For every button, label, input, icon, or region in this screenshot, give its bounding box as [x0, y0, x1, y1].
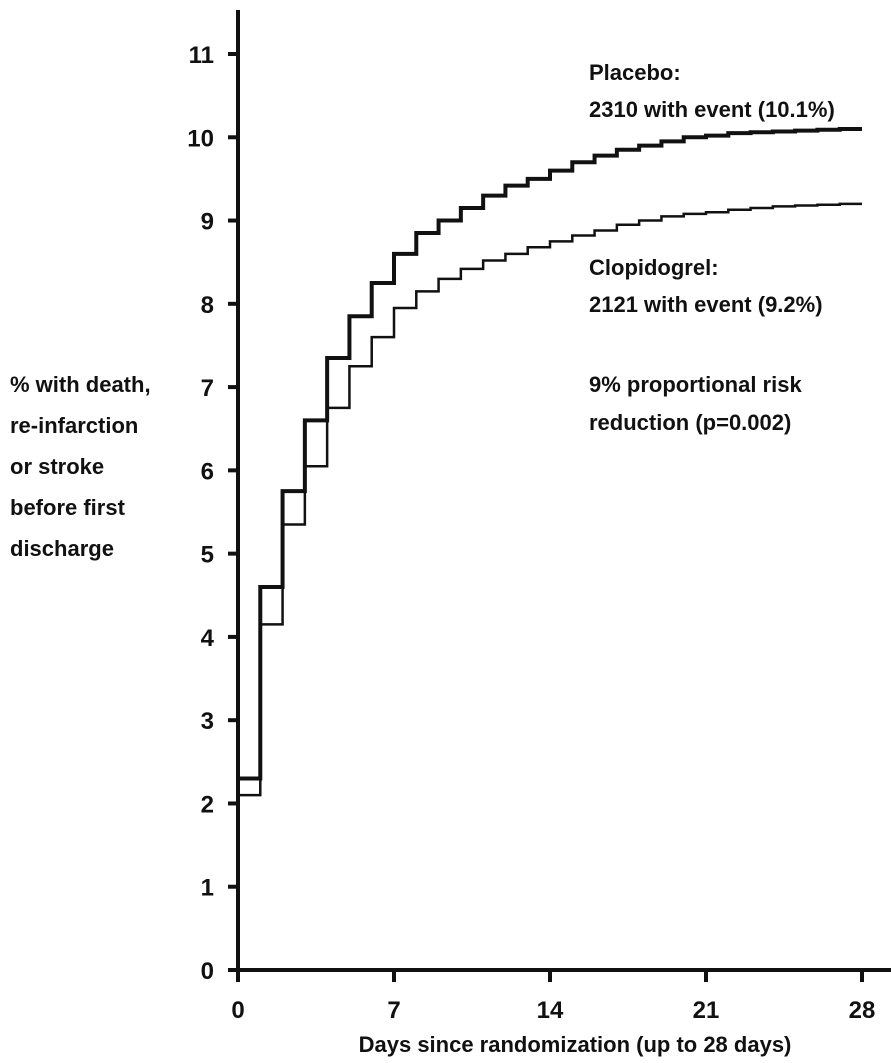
y-tick-label: 0	[201, 958, 214, 985]
y-tick-label: 3	[201, 708, 214, 735]
y-tick-label: 5	[201, 542, 214, 569]
y-tick-label: 8	[201, 292, 214, 319]
series-layer	[238, 126, 862, 797]
x-tick-label: 28	[849, 997, 876, 1024]
x-ticks: 0 7 14 21 28	[231, 970, 875, 1024]
y-tick-label: 9	[201, 209, 214, 236]
placebo-event-count: 2310 with event (10.1%)	[589, 97, 835, 122]
y-tick-label: 7	[201, 375, 214, 402]
y-tick-label: 6	[201, 458, 214, 485]
y-tick-label: 10	[187, 125, 214, 152]
x-tick-label: 0	[231, 997, 244, 1024]
x-tick-label: 14	[537, 997, 564, 1024]
x-tick-label: 21	[693, 997, 720, 1024]
y-axis-title-line-3: or stroke	[10, 454, 104, 479]
x-axis-title: Days since randomization (up to 28 days)	[359, 1032, 792, 1057]
y-tick-label: 4	[201, 625, 215, 652]
y-tick-label: 1	[201, 875, 214, 902]
y-axis-title-line-1: % with death,	[10, 372, 151, 397]
series-line-placebo	[238, 126, 862, 781]
x-tick-label: 7	[387, 997, 400, 1024]
y-axis-title-line-2: re-infarction	[10, 413, 138, 438]
placebo-label: Placebo:	[589, 60, 681, 85]
risk-reduction-line-1: 9% proportional risk	[589, 372, 802, 397]
clopidogrel-event-count: 2121 with event (9.2%)	[589, 292, 823, 317]
series-line-clopidogrel	[238, 202, 862, 797]
y-tick-label: 2	[201, 791, 214, 818]
y-axis-title-line-4: before first	[10, 495, 126, 520]
y-axis-title-line-5: discharge	[10, 536, 114, 561]
y-tick-label: 11	[189, 42, 214, 69]
y-ticks: 0 1 2 3 4 5 6 7 8 9 10 11	[187, 42, 238, 985]
clopidogrel-label: Clopidogrel:	[589, 255, 719, 280]
risk-reduction-line-2: reduction (p=0.002)	[589, 410, 791, 435]
